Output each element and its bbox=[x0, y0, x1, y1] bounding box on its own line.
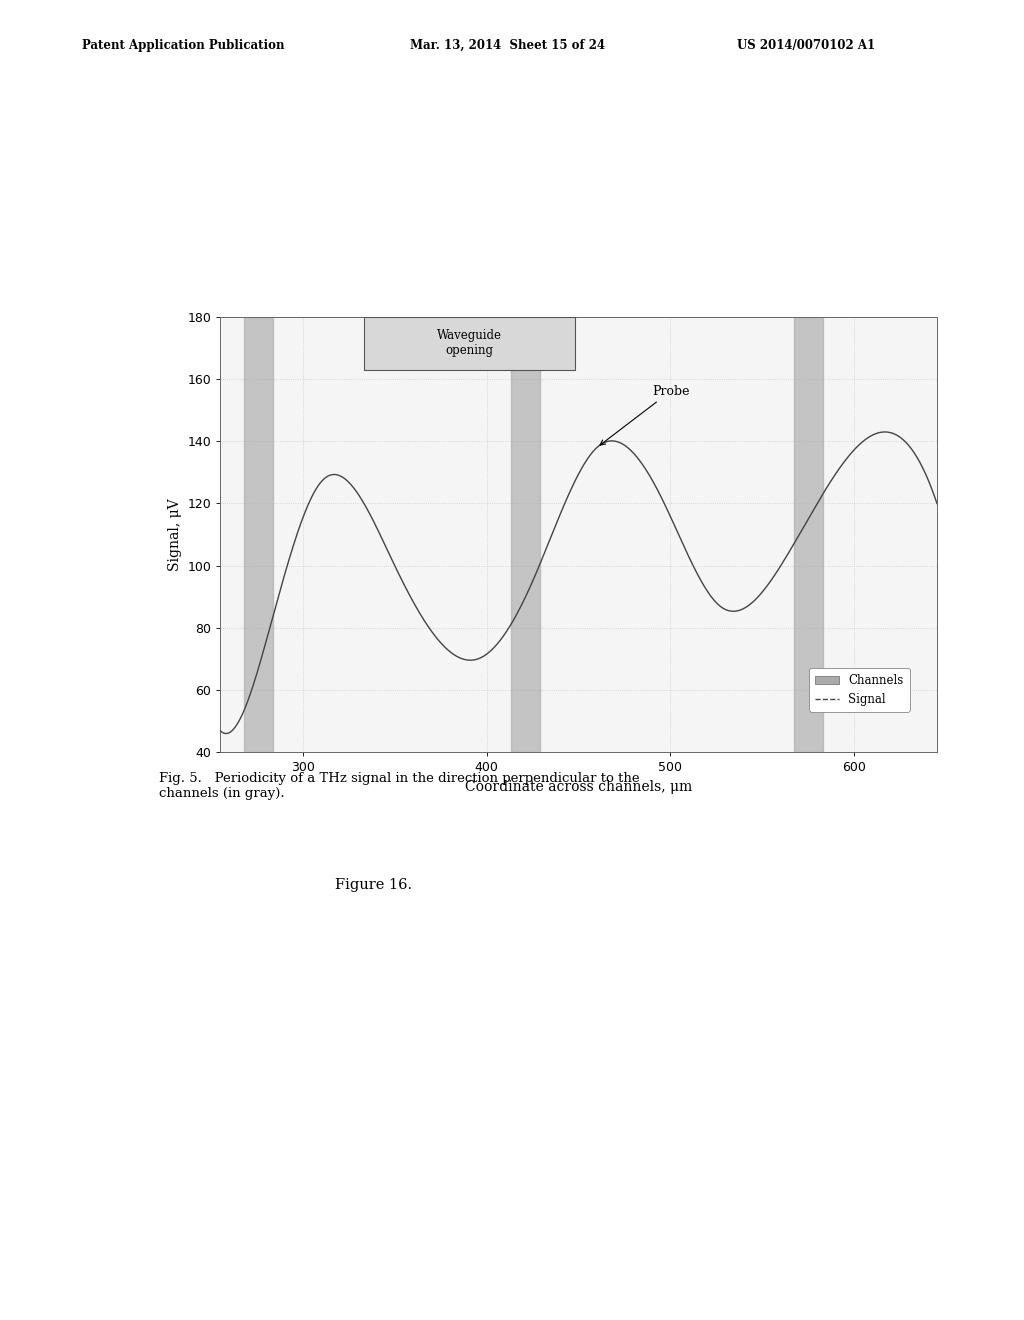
Text: Probe: Probe bbox=[600, 384, 689, 445]
Legend: Channels, Signal: Channels, Signal bbox=[809, 668, 909, 711]
Bar bbox=[244, 317, 273, 752]
Bar bbox=[511, 317, 540, 752]
FancyBboxPatch shape bbox=[364, 317, 574, 370]
X-axis label: Coordinate across channels, μm: Coordinate across channels, μm bbox=[465, 780, 692, 795]
Text: Figure 16.: Figure 16. bbox=[335, 878, 413, 892]
Text: Mar. 13, 2014  Sheet 15 of 24: Mar. 13, 2014 Sheet 15 of 24 bbox=[410, 38, 605, 51]
Text: Fig. 5.   Periodicity of a THz signal in the direction perpendicular to the
chan: Fig. 5. Periodicity of a THz signal in t… bbox=[159, 772, 639, 800]
Text: US 2014/0070102 A1: US 2014/0070102 A1 bbox=[737, 38, 876, 51]
Y-axis label: Signal, μV: Signal, μV bbox=[168, 498, 181, 572]
Bar bbox=[794, 317, 823, 752]
Text: Patent Application Publication: Patent Application Publication bbox=[82, 38, 285, 51]
Text: Waveguide
opening: Waveguide opening bbox=[436, 329, 502, 358]
